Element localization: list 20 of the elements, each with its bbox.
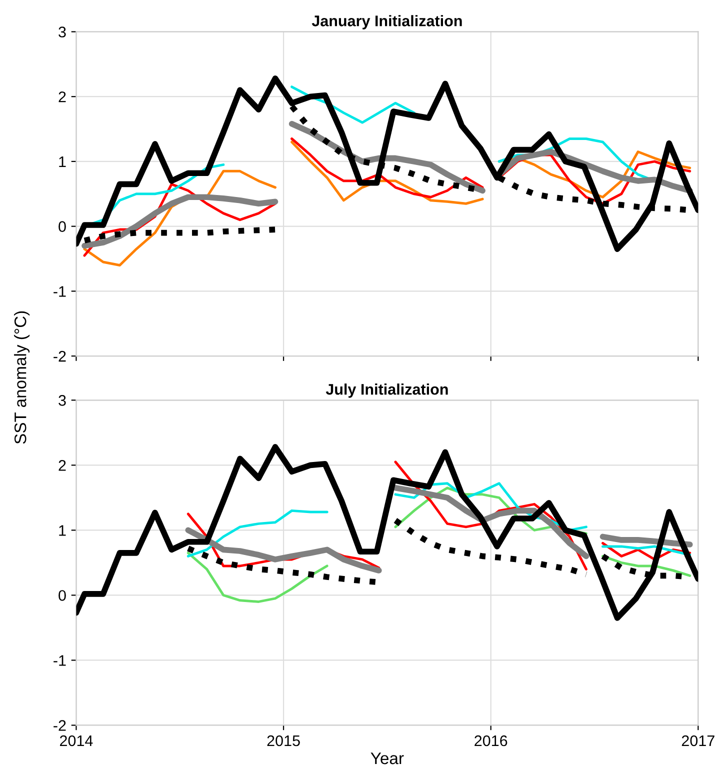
y-tick-label: 0 xyxy=(58,590,66,601)
x-tick-label: 2015 xyxy=(267,735,300,746)
y-tick-label: 3 xyxy=(58,26,66,38)
x-tick-label: 2016 xyxy=(474,735,508,746)
y-tick-label: -2 xyxy=(54,350,66,362)
y-tick-label: -1 xyxy=(54,655,66,666)
y-tick-label: 1 xyxy=(59,525,66,536)
y-tick-label: 0 xyxy=(58,221,66,232)
y-tick-label: 2 xyxy=(58,460,66,471)
x-tick-label: 2014 xyxy=(60,735,93,746)
chart-title: July Initialization xyxy=(326,384,448,398)
x-tick-label: 2017 xyxy=(682,735,714,746)
chart-title: January Initialization xyxy=(312,15,462,30)
y-axis-title: SST anomaly (°C) xyxy=(14,311,30,444)
x-axis-title: Year xyxy=(370,752,404,764)
y-tick-label: 3 xyxy=(58,395,66,406)
y-tick-label: 2 xyxy=(58,91,66,102)
y-tick-label: 1 xyxy=(59,156,66,167)
y-tick-label: -1 xyxy=(54,286,66,297)
y-tick-label: -2 xyxy=(54,720,66,731)
